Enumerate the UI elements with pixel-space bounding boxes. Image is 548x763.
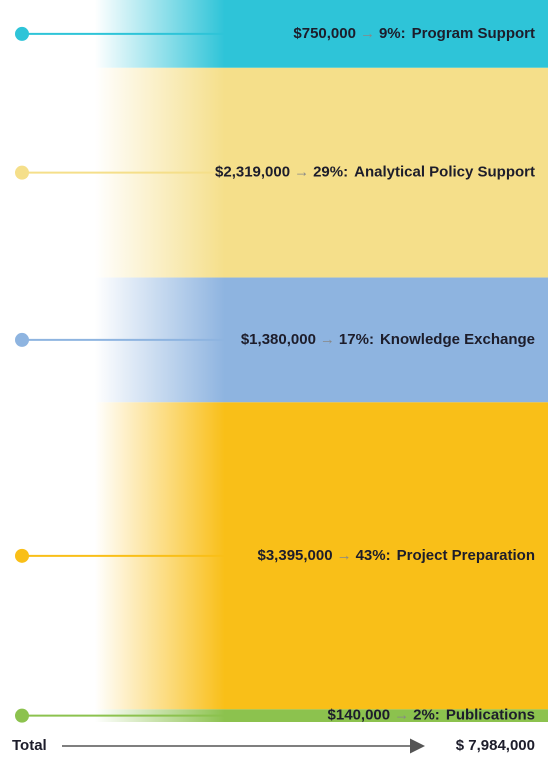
band-label: $140,000 → 2%: Publications bbox=[328, 707, 535, 724]
category-label: Publications bbox=[446, 707, 535, 724]
percent-label: 17%: bbox=[339, 331, 374, 348]
separator: → bbox=[360, 25, 375, 42]
separator: → bbox=[320, 331, 335, 348]
value-label: $1,380,000 bbox=[241, 331, 316, 348]
dot bbox=[15, 165, 29, 180]
category-label: Project Preparation bbox=[397, 547, 535, 564]
percent-label: 9%: bbox=[379, 25, 406, 42]
category-label: Knowledge Exchange bbox=[380, 331, 535, 348]
total-value: $ 7,984,000 bbox=[456, 737, 535, 754]
percent-label: 43%: bbox=[356, 547, 391, 564]
total-text: Total bbox=[12, 737, 47, 754]
separator: → bbox=[337, 547, 352, 564]
dot bbox=[15, 332, 29, 347]
dot bbox=[15, 548, 29, 563]
band-label: $3,395,000 → 43%: Project Preparation bbox=[258, 547, 536, 564]
band-label: $1,380,000 → 17%: Knowledge Exchange bbox=[241, 331, 535, 348]
band-label: $750,000 → 9%: Program Support bbox=[293, 25, 535, 42]
dot bbox=[15, 26, 29, 41]
band-label: $2,319,000 → 29%: Analytical Policy Support bbox=[215, 164, 535, 181]
value-label: $2,319,000 bbox=[215, 164, 290, 181]
separator: → bbox=[294, 164, 309, 181]
fade-overlay bbox=[95, 0, 225, 722]
separator: → bbox=[394, 707, 409, 724]
category-label: Program Support bbox=[412, 25, 535, 42]
value-label: $140,000 bbox=[328, 707, 391, 724]
dot bbox=[15, 708, 29, 723]
value-label: $750,000 bbox=[293, 25, 356, 42]
category-label: Analytical Policy Support bbox=[354, 164, 535, 181]
percent-label: 29%: bbox=[313, 164, 348, 181]
value-label: $3,395,000 bbox=[258, 547, 333, 564]
percent-label: 2%: bbox=[413, 707, 440, 724]
